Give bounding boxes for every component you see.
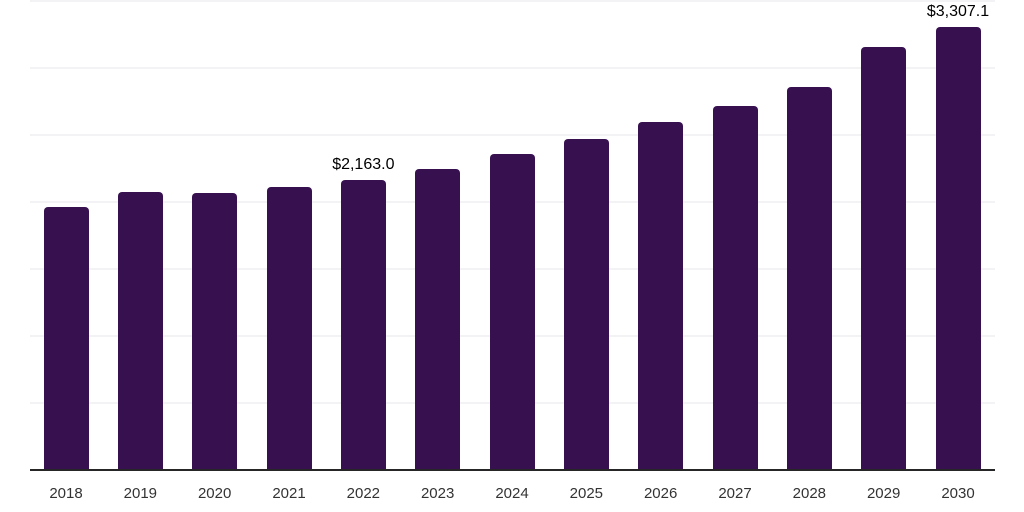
- x-tick-label-2026: 2026: [643, 485, 678, 502]
- x-tick-label-2027: 2027: [718, 485, 752, 502]
- bar-2028: [786, 87, 832, 470]
- bar-2019: [117, 191, 163, 470]
- bar-2026: [638, 122, 684, 470]
- x-tick-label-2018: 2018: [49, 485, 83, 502]
- data-label-2022: $2,163.0: [332, 156, 395, 174]
- x-tick-label-2022: 2022: [346, 485, 381, 502]
- bar-2020: [192, 192, 238, 470]
- bar-2018: [43, 207, 89, 470]
- x-tick-label-2024: 2024: [495, 485, 529, 502]
- bar-2023: [415, 168, 461, 470]
- gridline-3500: [30, 0, 995, 2]
- x-tick-label-2020: 2020: [197, 485, 232, 502]
- gridline-2500: [30, 134, 995, 136]
- x-tick-label-2021: 2021: [272, 485, 306, 502]
- x-tick-label-2023: 2023: [420, 485, 455, 502]
- x-tick-label-2030: 2030: [941, 485, 975, 502]
- bar-2024: [489, 154, 535, 470]
- bar-2030: [935, 26, 981, 470]
- bar-2022: [340, 180, 386, 470]
- x-axis-line: [30, 469, 995, 471]
- bar-2027: [712, 105, 758, 470]
- bar-2021: [266, 187, 312, 470]
- x-tick-label-2025: 2025: [569, 485, 604, 502]
- data-label-2030: $3,307.1: [926, 2, 990, 20]
- x-tick-label-2019: 2019: [123, 485, 158, 502]
- gridline-3000: [30, 67, 995, 69]
- x-tick-label-2028: 2028: [792, 485, 827, 502]
- bar-2025: [563, 139, 609, 470]
- x-tick-label-2029: 2029: [866, 485, 901, 502]
- bar-2029: [861, 47, 907, 470]
